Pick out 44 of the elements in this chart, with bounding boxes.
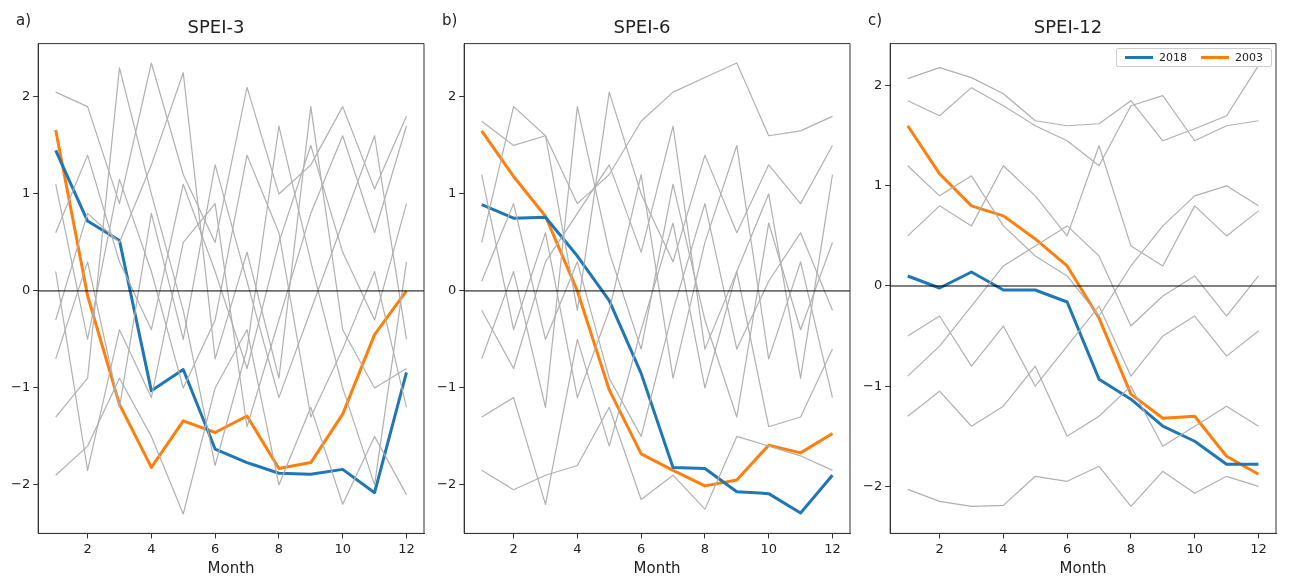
x-tick-label: 4 xyxy=(147,540,156,556)
x-tick-label: 12 xyxy=(1250,540,1267,556)
x-axis-title: Month xyxy=(1059,558,1107,577)
x-tick-label: 8 xyxy=(1126,540,1136,556)
y-tick-label: 2 xyxy=(447,88,457,104)
chart-title: SPEI-12 xyxy=(1033,16,1103,38)
x-tick-label: 10 xyxy=(760,540,777,556)
y-tick-label: 2 xyxy=(21,88,31,104)
text: a) xyxy=(16,11,32,30)
y-tick-label: 2 xyxy=(873,77,883,93)
y-tick-label: −1 xyxy=(436,379,457,395)
x-tick-label: 2 xyxy=(509,540,518,556)
y-tick-label: 0 xyxy=(873,277,883,293)
x-axis-title: Month xyxy=(207,558,255,577)
legend-label: 2018 xyxy=(1159,50,1187,64)
chart-title: SPEI-3 xyxy=(187,16,245,38)
text: c) xyxy=(868,11,883,30)
y-tick-label: 1 xyxy=(873,177,883,193)
y-tick-label: −1 xyxy=(10,379,31,395)
y-tick-label: 0 xyxy=(447,282,457,298)
y-tick-label: −2 xyxy=(10,476,31,492)
x-tick-label: 2 xyxy=(83,540,92,556)
y-tick-label: 1 xyxy=(21,185,31,201)
x-tick-label: 8 xyxy=(700,540,710,556)
x-tick-label: 4 xyxy=(573,540,582,556)
y-tick-label: −1 xyxy=(862,377,883,393)
x-tick-label: 4 xyxy=(999,540,1008,556)
x-tick-label: 10 xyxy=(334,540,351,556)
x-tick-label: 6 xyxy=(637,540,646,556)
x-tick-label: 6 xyxy=(211,540,220,556)
x-tick-label: 2 xyxy=(935,540,944,556)
x-tick-label: 8 xyxy=(274,540,284,556)
y-tick-label: −2 xyxy=(862,477,883,493)
y-tick-label: 1 xyxy=(447,185,457,201)
y-tick-label: −2 xyxy=(436,476,457,492)
x-tick-label: 10 xyxy=(1186,540,1203,556)
x-axis-title: Month xyxy=(633,558,681,577)
x-tick-label: 12 xyxy=(824,540,841,556)
text: b) xyxy=(442,11,458,30)
x-tick-label: 6 xyxy=(1063,540,1072,556)
y-tick-label: 0 xyxy=(21,282,31,298)
legend-label: 2003 xyxy=(1235,50,1263,64)
x-tick-label: 12 xyxy=(398,540,415,556)
chart-title: SPEI-6 xyxy=(613,16,671,38)
